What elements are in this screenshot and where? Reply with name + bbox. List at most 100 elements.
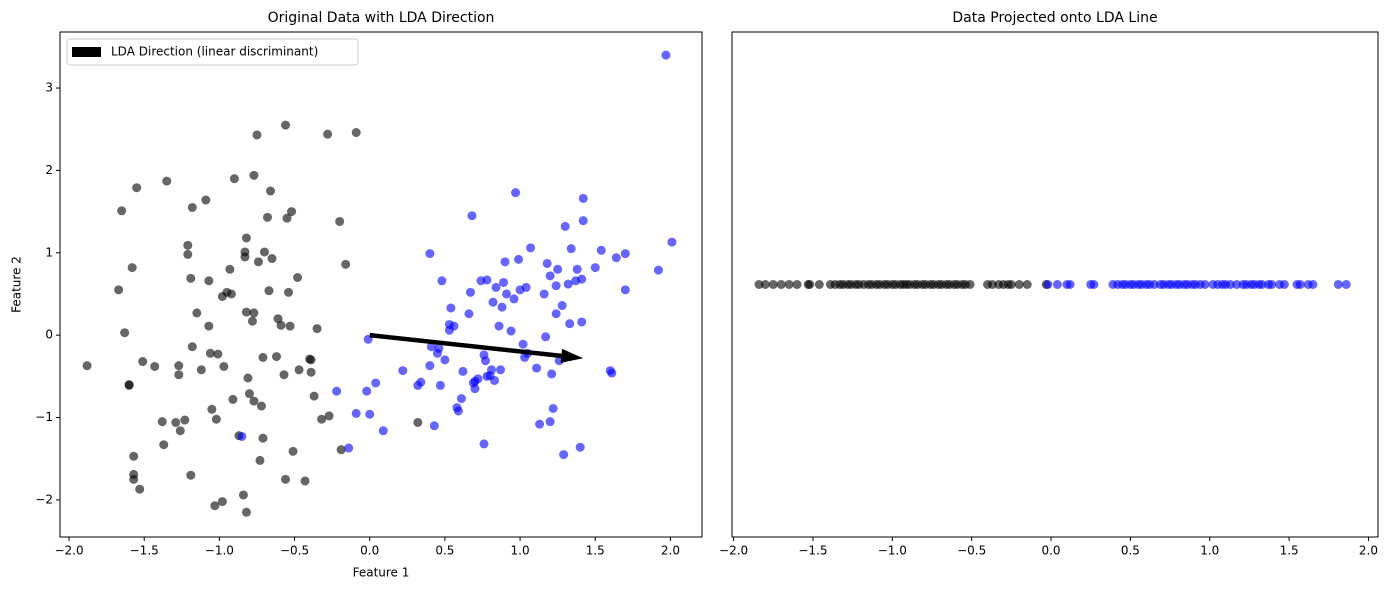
point — [324, 411, 334, 421]
point — [526, 243, 536, 253]
point — [667, 237, 677, 247]
axes: Original Data with LDA Direction −2.0 −1.5… — [10, 10, 703, 580]
point — [247, 316, 257, 326]
point — [449, 321, 459, 331]
point — [272, 352, 282, 362]
y-tick-label: 3 — [45, 81, 53, 95]
point — [413, 417, 423, 427]
point — [237, 431, 247, 441]
point — [365, 409, 375, 419]
x-tick-label: 1.5 — [1280, 544, 1299, 558]
x-tick-label: 1.0 — [511, 544, 530, 558]
point — [776, 280, 786, 289]
legend-frame — [66, 38, 359, 66]
point — [479, 439, 489, 449]
point — [150, 361, 160, 371]
point — [1022, 280, 1032, 289]
point — [502, 289, 512, 299]
point — [434, 343, 444, 353]
point — [456, 394, 466, 404]
point — [545, 271, 555, 281]
point — [1089, 280, 1099, 289]
point — [259, 247, 269, 257]
point — [446, 303, 456, 313]
point — [243, 373, 253, 383]
point — [362, 386, 372, 396]
y-axis-label: Feature 2 — [10, 256, 24, 313]
point — [1006, 280, 1016, 289]
point — [398, 366, 408, 376]
point — [186, 470, 196, 480]
point — [607, 368, 617, 378]
point — [754, 280, 764, 289]
point — [249, 170, 259, 180]
point — [488, 297, 498, 307]
point — [496, 365, 506, 375]
point — [1225, 280, 1235, 289]
point — [453, 406, 463, 416]
point — [204, 276, 214, 286]
point — [465, 287, 475, 297]
point — [241, 307, 251, 317]
point — [416, 377, 426, 387]
point — [249, 396, 259, 406]
point — [267, 254, 277, 264]
point — [1014, 280, 1024, 289]
point — [241, 507, 251, 517]
point — [285, 321, 295, 331]
x-tick-label: −2.0 — [719, 544, 748, 558]
point — [1267, 280, 1277, 289]
legend-label: LDA Direction (linear discriminant) — [111, 45, 318, 59]
point — [814, 280, 824, 289]
point — [1333, 280, 1343, 289]
x-tick-label: −2.0 — [54, 544, 83, 558]
point — [294, 365, 304, 375]
point — [117, 206, 127, 216]
point — [578, 216, 588, 226]
point — [124, 380, 134, 390]
point — [429, 421, 439, 431]
point — [335, 216, 345, 226]
point — [490, 375, 500, 385]
legend-swatch — [72, 47, 101, 57]
point — [217, 497, 227, 507]
point — [183, 240, 193, 250]
x-axis-label: Feature 1 — [353, 566, 410, 580]
point — [262, 212, 272, 222]
y-tick-label: 2 — [45, 163, 53, 177]
point — [547, 369, 557, 379]
point — [1232, 280, 1242, 289]
point — [1052, 280, 1062, 289]
point — [470, 384, 480, 394]
point — [784, 280, 794, 289]
point — [435, 380, 445, 390]
point — [258, 433, 268, 443]
point — [229, 174, 239, 184]
point — [306, 367, 316, 377]
point — [159, 440, 169, 450]
point — [276, 320, 286, 330]
point — [351, 128, 361, 138]
point — [238, 490, 248, 500]
point — [467, 211, 477, 221]
point — [480, 356, 490, 366]
point — [1341, 280, 1351, 289]
point — [487, 365, 497, 375]
point — [244, 389, 254, 399]
point — [265, 186, 275, 196]
point — [768, 280, 778, 289]
point — [240, 247, 250, 257]
point — [284, 287, 294, 297]
x-tick-label: 0.5 — [435, 544, 454, 558]
point — [256, 401, 266, 411]
point — [378, 426, 388, 436]
point — [458, 366, 468, 376]
x-tick-label: 0.5 — [1121, 544, 1140, 558]
point — [760, 280, 770, 289]
arrow-shaft — [369, 332, 562, 359]
point — [542, 258, 552, 268]
point — [473, 374, 483, 384]
point — [557, 301, 567, 311]
point — [252, 130, 262, 140]
